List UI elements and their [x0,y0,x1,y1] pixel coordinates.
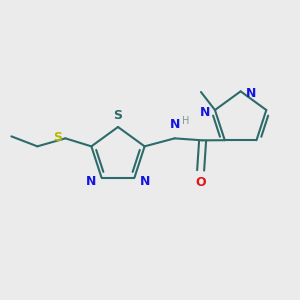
Text: N: N [200,106,210,118]
Text: S: S [53,131,62,144]
Text: N: N [169,118,180,131]
Text: N: N [140,175,150,188]
Text: O: O [195,176,206,189]
Text: H: H [182,116,189,126]
Text: S: S [113,109,122,122]
Text: N: N [246,87,256,100]
Text: N: N [86,175,97,188]
